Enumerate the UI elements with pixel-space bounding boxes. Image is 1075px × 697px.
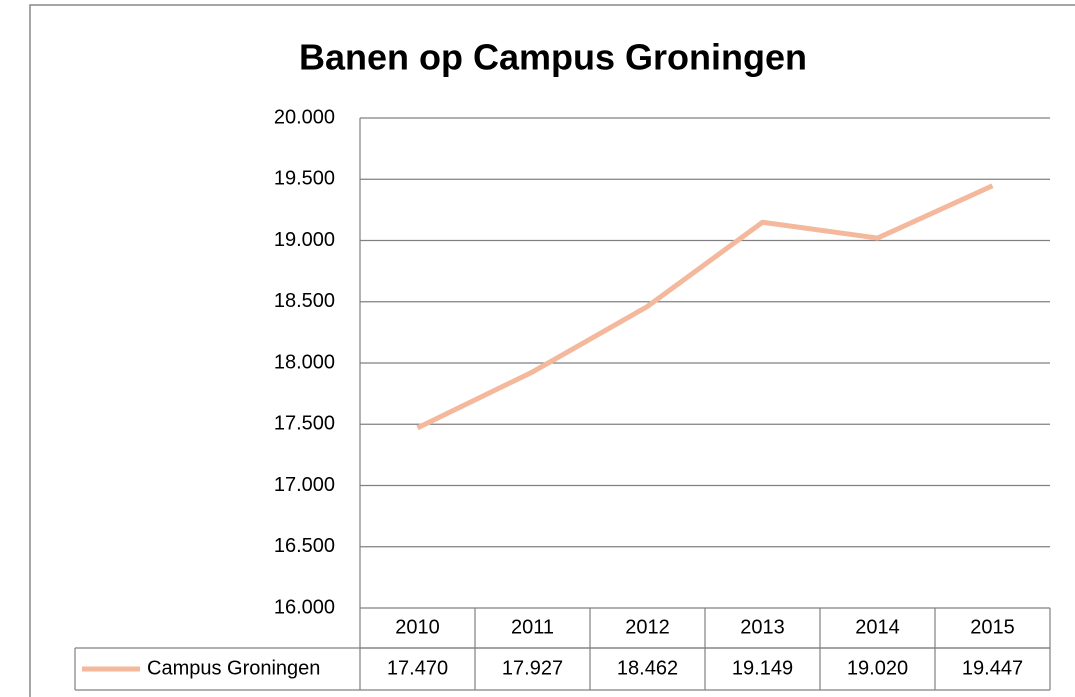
y-tick-label: 20.000: [274, 106, 335, 128]
table-value: 18.462: [617, 657, 678, 679]
y-tick-label: 18.500: [274, 290, 335, 312]
y-tick-label: 19.500: [274, 168, 335, 190]
series-line: [416, 183, 994, 431]
y-tick-label: 19.000: [274, 229, 335, 251]
table-value: 19.447: [962, 657, 1023, 679]
table-value: 19.020: [847, 657, 908, 679]
chart-border: [29, 4, 1075, 697]
x-tick-label: 2011: [511, 616, 554, 638]
y-tick-label: 16.000: [274, 596, 335, 618]
y-tick-label: 17.500: [274, 413, 335, 435]
chart-title: Banen op Campus Groningen: [299, 37, 807, 78]
y-tick-label: 18.000: [274, 351, 335, 373]
y-tick-label: 17.000: [274, 474, 335, 496]
table-value: 17.470: [387, 657, 448, 679]
legend-label: Campus Groningen: [147, 657, 320, 679]
x-tick-label: 2012: [625, 616, 670, 638]
x-tick-label: 2015: [970, 616, 1015, 638]
y-tick-label: 16.500: [274, 535, 335, 557]
table-value: 17.927: [502, 657, 563, 679]
table-value: 19.149: [732, 657, 793, 679]
x-tick-label: 2010: [395, 616, 440, 638]
x-tick-label: 2013: [740, 616, 785, 638]
x-tick-label: 2014: [855, 616, 900, 638]
